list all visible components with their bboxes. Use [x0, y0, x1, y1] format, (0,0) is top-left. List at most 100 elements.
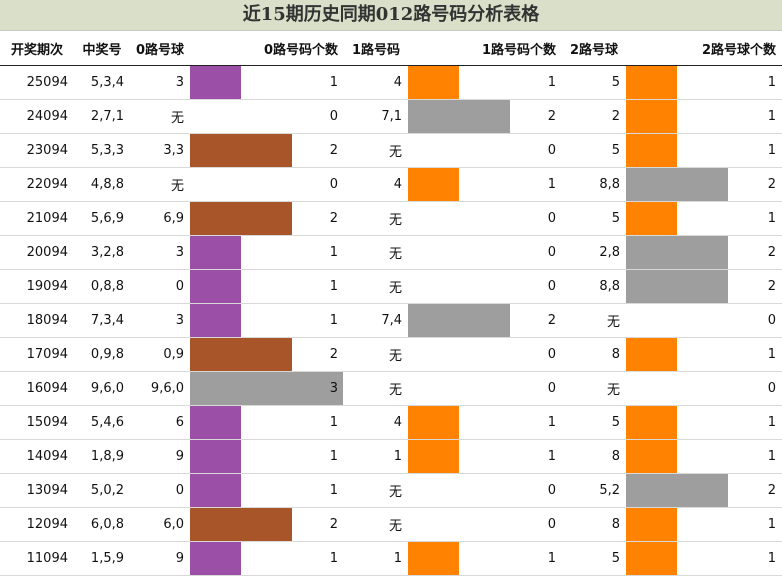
count-bar	[408, 100, 510, 133]
route2-cell: 8	[562, 439, 626, 474]
route0-cell: 9,6,0	[130, 371, 190, 406]
route2-count-cell: 1	[626, 201, 782, 236]
count-value: 0	[547, 381, 556, 396]
count-bar	[190, 406, 241, 439]
count-bar	[626, 66, 677, 99]
period-cell: 23094	[0, 133, 74, 168]
route1-count-cell: 1	[408, 439, 562, 474]
count-value: 3	[329, 381, 338, 396]
period-cell: 11094	[0, 541, 74, 576]
count-value: 0	[547, 245, 556, 260]
route0-cell: 0	[130, 269, 190, 304]
route1-count-cell: 0	[408, 371, 562, 406]
period-cell: 12094	[0, 507, 74, 542]
table-row: 17094 0,9,8 0,9 2 无 0 8 1	[0, 337, 782, 372]
route1-cell: 1	[344, 541, 408, 576]
count-value: 2	[767, 279, 776, 294]
route1-count-cell: 1	[408, 541, 562, 576]
header-route0: 0路号球	[130, 31, 190, 66]
route0-cell: 6,0	[130, 507, 190, 542]
route1-count-cell: 2	[408, 303, 562, 338]
number-cell: 5,4,6	[74, 405, 130, 440]
count-value: 2	[329, 211, 338, 226]
route2-count-cell: 2	[626, 235, 782, 270]
header-row: 开奖期次 中奖号 0路号球 0路号码个数 1路号码 1路号码个数 2路号球 2路…	[0, 31, 782, 66]
count-value: 1	[329, 483, 338, 498]
route1-count-cell: 0	[408, 269, 562, 304]
period-cell: 14094	[0, 439, 74, 474]
number-cell: 9,6,0	[74, 371, 130, 406]
count-bar	[190, 134, 292, 167]
count-bar	[626, 134, 677, 167]
count-value: 0	[547, 211, 556, 226]
route2-count-cell: 0	[626, 371, 782, 406]
count-value: 0	[767, 313, 776, 328]
route2-count-cell: 1	[626, 65, 782, 100]
table-row: 11094 1,5,9 9 1 1 1 5 1	[0, 541, 782, 576]
route2-cell: 无	[562, 303, 626, 338]
count-bar	[190, 202, 292, 235]
count-value: 1	[767, 551, 776, 566]
route2-cell: 5	[562, 133, 626, 168]
route2-cell: 2,8	[562, 235, 626, 270]
count-bar	[190, 66, 241, 99]
route1-count-cell: 0	[408, 235, 562, 270]
table-row: 15094 5,4,6 6 1 4 1 5 1	[0, 405, 782, 440]
route2-count-cell: 1	[626, 337, 782, 372]
route1-cell: 无	[344, 133, 408, 168]
table-row: 19094 0,8,8 0 1 无 0 8,8 2	[0, 269, 782, 304]
count-value: 1	[547, 449, 556, 464]
route1-cell: 无	[344, 371, 408, 406]
period-cell: 13094	[0, 473, 74, 508]
table-title: 近15期历史同期012路号码分析表格	[0, 0, 782, 31]
route0-count-cell: 1	[190, 541, 344, 576]
count-value: 0	[547, 517, 556, 532]
route0-count-cell: 1	[190, 65, 344, 100]
number-cell: 1,5,9	[74, 541, 130, 576]
count-value: 1	[547, 415, 556, 430]
route2-cell: 5	[562, 65, 626, 100]
period-cell: 16094	[0, 371, 74, 406]
table-row: 18094 7,3,4 3 1 7,4 2 无 0	[0, 303, 782, 338]
count-value: 1	[767, 449, 776, 464]
count-bar	[408, 406, 459, 439]
period-cell: 18094	[0, 303, 74, 338]
table-row: 22094 4,8,8 无 0 4 1 8,8 2	[0, 167, 782, 202]
route0-cell: 9	[130, 439, 190, 474]
period-cell: 25094	[0, 65, 74, 100]
route2-count-cell: 2	[626, 167, 782, 202]
period-cell: 22094	[0, 167, 74, 202]
route0-count-cell: 1	[190, 269, 344, 304]
route1-cell: 4	[344, 65, 408, 100]
route0-cell: 0	[130, 473, 190, 508]
route0-cell: 无	[130, 99, 190, 134]
count-bar	[190, 338, 292, 371]
count-bar	[190, 440, 241, 473]
route2-count-cell: 1	[626, 541, 782, 576]
count-value: 1	[329, 415, 338, 430]
count-value: 1	[767, 109, 776, 124]
route2-cell: 5	[562, 405, 626, 440]
analysis-table: 开奖期次 中奖号 0路号球 0路号码个数 1路号码 1路号码个数 2路号球 2路…	[0, 31, 782, 576]
count-bar	[626, 168, 728, 201]
route1-cell: 7,1	[344, 99, 408, 134]
period-cell: 24094	[0, 99, 74, 134]
number-cell: 5,3,4	[74, 65, 130, 100]
route1-count-cell: 0	[408, 473, 562, 508]
count-bar	[190, 508, 292, 541]
route0-cell: 9	[130, 541, 190, 576]
count-value: 2	[767, 177, 776, 192]
number-cell: 4,8,8	[74, 167, 130, 202]
route1-cell: 无	[344, 269, 408, 304]
count-value: 1	[767, 517, 776, 532]
route1-cell: 1	[344, 439, 408, 474]
count-value: 1	[767, 143, 776, 158]
route1-count-cell: 0	[408, 507, 562, 542]
header-route1-count: 1路号码个数	[408, 31, 562, 66]
count-value: 0	[767, 381, 776, 396]
count-value: 2	[329, 347, 338, 362]
count-value: 2	[547, 109, 556, 124]
number-cell: 7,3,4	[74, 303, 130, 338]
number-cell: 5,0,2	[74, 473, 130, 508]
count-value: 2	[547, 313, 556, 328]
